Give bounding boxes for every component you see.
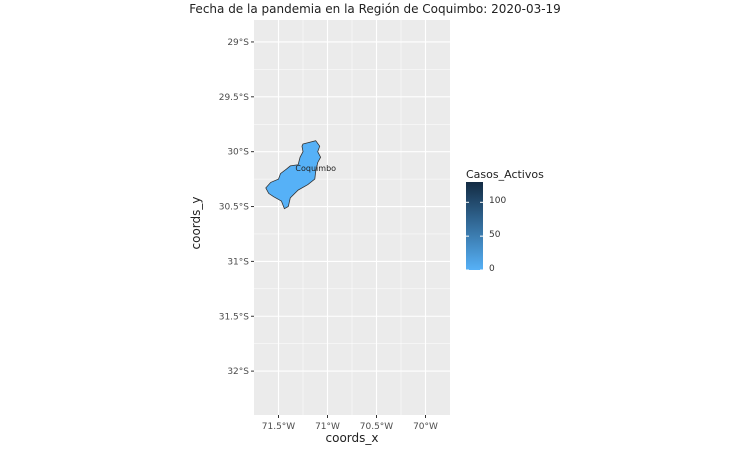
y-tick-label: 31°S xyxy=(227,257,249,267)
y-tick-label: 32°S xyxy=(227,367,249,377)
y-tick-label: 31.5°S xyxy=(219,312,250,322)
plot-title: Fecha de la pandemia en la Región de Coq… xyxy=(189,2,561,16)
y-tick-label: 29.5°S xyxy=(219,93,250,103)
y-axis-label: coords_y xyxy=(189,196,203,250)
x-tick-label: 71°W xyxy=(315,422,340,432)
legend-title: Casos_Activos xyxy=(466,168,544,181)
y-tick-label: 30.5°S xyxy=(219,203,250,213)
x-tick-label: 71.5°W xyxy=(262,422,296,432)
legend-tick-label: 50 xyxy=(489,230,501,241)
region-coquimbo xyxy=(265,140,322,210)
x-axis-label: coords_x xyxy=(325,431,379,445)
legend-colorbar xyxy=(466,182,483,270)
legend-tick-label: 0 xyxy=(489,264,495,274)
y-tick-label: 30°S xyxy=(227,148,249,158)
x-tick-label: 70.5°W xyxy=(360,422,394,432)
y-tick-label: 29°S xyxy=(227,38,249,48)
legend-tick-label: 100 xyxy=(489,196,507,207)
x-tick-label: 70°W xyxy=(413,422,438,432)
region-label: Coquimbo xyxy=(295,164,336,173)
